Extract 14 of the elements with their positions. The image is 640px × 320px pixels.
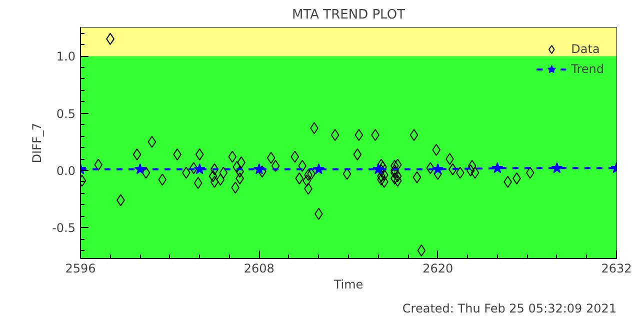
text: Created: Thu Feb 25 05:32:09 2021 — [402, 302, 617, 316]
y-tick-label: -0.5 — [52, 221, 76, 236]
x-axis-title: Time — [332, 278, 364, 292]
x-tick-label: 2608 — [244, 262, 274, 276]
y-tick-label: 1.0 — [56, 50, 76, 64]
legend-label: Data — [571, 42, 600, 56]
legend-label: Trend — [571, 62, 604, 76]
x-tick-label: 2620 — [422, 262, 454, 276]
x-tick-label: 2596 — [65, 262, 96, 276]
chart-title: MTA TREND PLOT — [292, 8, 406, 22]
y-tick-label: 0.5 — [56, 106, 76, 121]
y-tick-label: 0.0 — [56, 164, 76, 178]
x-tick-label: 2632 — [601, 262, 632, 276]
y-axis-title: DIFF_7 — [30, 122, 44, 164]
